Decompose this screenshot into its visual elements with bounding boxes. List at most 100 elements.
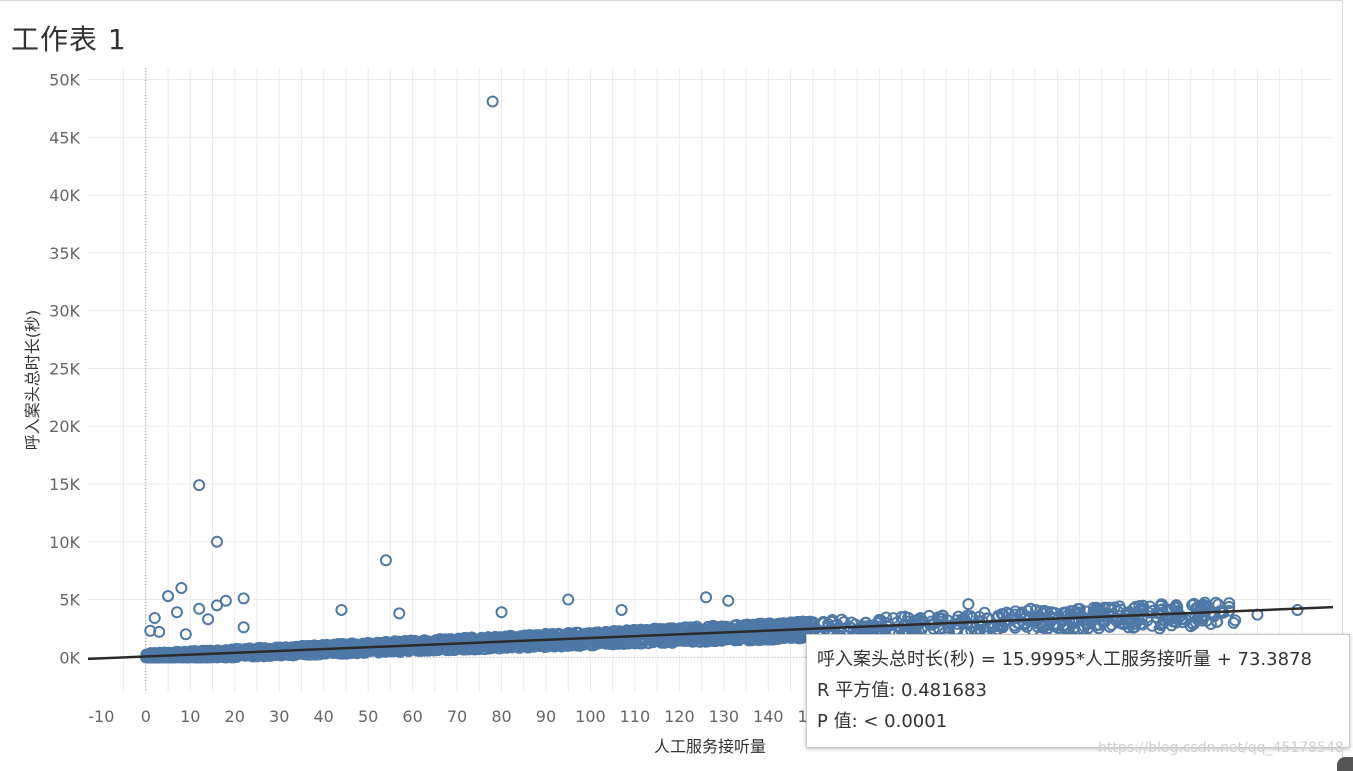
data-point bbox=[499, 632, 512, 645]
trend-line-group bbox=[87, 605, 1334, 661]
data-point bbox=[1166, 615, 1179, 628]
data-point bbox=[210, 535, 223, 548]
data-point bbox=[1131, 606, 1144, 619]
data-point bbox=[427, 635, 440, 648]
x-tick-label: 140 bbox=[753, 707, 784, 726]
data-point bbox=[486, 95, 499, 108]
data-point bbox=[1208, 608, 1221, 621]
scroll-corner bbox=[1337, 757, 1353, 771]
x-tick-label: 100 bbox=[575, 707, 606, 726]
data-point bbox=[251, 642, 264, 655]
y-tick-label: 50K bbox=[49, 71, 80, 90]
y-tick-label: 5K bbox=[59, 591, 80, 610]
data-point bbox=[635, 631, 648, 644]
data-point bbox=[259, 642, 272, 655]
data-point bbox=[692, 635, 705, 648]
data-point bbox=[1122, 621, 1135, 634]
data-point bbox=[1146, 619, 1159, 632]
y-tick-label: 25K bbox=[49, 359, 80, 378]
data-point bbox=[962, 598, 975, 611]
data-point bbox=[480, 633, 493, 646]
data-point bbox=[465, 640, 478, 653]
data-point bbox=[379, 554, 392, 567]
data-point bbox=[184, 651, 197, 664]
data-point bbox=[175, 582, 188, 594]
data-point bbox=[1198, 596, 1211, 609]
data-point bbox=[358, 638, 371, 651]
y-tick-label: 0K bbox=[59, 648, 80, 667]
data-point bbox=[1127, 621, 1140, 634]
x-tick-label: 30 bbox=[269, 707, 289, 726]
data-point bbox=[219, 594, 232, 607]
data-point bbox=[1153, 622, 1166, 635]
data-point bbox=[562, 593, 575, 606]
y-tick-label: 40K bbox=[49, 186, 80, 205]
data-point bbox=[144, 624, 157, 637]
data-point bbox=[697, 625, 710, 638]
data-point bbox=[1064, 605, 1077, 618]
data-point bbox=[1184, 620, 1197, 633]
data-point bbox=[722, 594, 735, 607]
data-point bbox=[1087, 601, 1100, 614]
x-tick-label: 10 bbox=[180, 707, 200, 726]
data-point bbox=[1210, 615, 1223, 628]
data-point bbox=[700, 591, 713, 604]
data-point bbox=[193, 479, 206, 492]
x-tick-label: 90 bbox=[536, 707, 556, 726]
y-axis-title: 呼入案头总时长(秒) bbox=[23, 310, 42, 451]
trend-line-tooltip: 呼入案头总时长(秒) = 15.9995*人工服务接听量 + 73.3878 R… bbox=[806, 634, 1350, 748]
data-point bbox=[495, 606, 508, 619]
data-point bbox=[229, 649, 242, 662]
data-point bbox=[202, 613, 215, 626]
data-point bbox=[685, 634, 698, 647]
data-point bbox=[1024, 602, 1037, 615]
data-point bbox=[550, 631, 563, 644]
data-point bbox=[708, 620, 721, 633]
data-point bbox=[237, 621, 250, 634]
tooltip-p-value: P 值: < 0.0001 bbox=[817, 711, 948, 732]
data-point bbox=[826, 614, 839, 627]
data-point bbox=[621, 632, 634, 645]
data-point bbox=[794, 630, 807, 643]
y-tick-label: 20K bbox=[49, 417, 80, 436]
data-point bbox=[146, 647, 159, 660]
x-tick-label: 130 bbox=[709, 707, 740, 726]
data-point bbox=[978, 606, 991, 619]
tooltip-equation: 呼入案头总时长(秒) = 15.9995*人工服务接听量 + 73.3878 bbox=[817, 649, 1312, 670]
data-point bbox=[1082, 617, 1095, 630]
data-points bbox=[139, 95, 1304, 664]
data-point bbox=[705, 624, 718, 637]
y-axis-ticks: 0K 5K 10K 15K 20K 25K 30K 35K 40K 45K 50K bbox=[49, 71, 80, 668]
y-tick-label: 45K bbox=[49, 128, 80, 147]
y-tick-label: 15K bbox=[49, 475, 80, 494]
data-point bbox=[583, 635, 596, 648]
data-point bbox=[335, 603, 348, 616]
data-point bbox=[393, 607, 406, 620]
tooltip-r-squared: R 平方值: 0.481683 bbox=[817, 680, 987, 701]
data-point bbox=[789, 630, 802, 643]
data-point bbox=[162, 647, 175, 660]
data-point bbox=[714, 630, 727, 643]
x-tick-label: 120 bbox=[664, 707, 695, 726]
data-point bbox=[1155, 598, 1168, 611]
data-point bbox=[1127, 602, 1140, 615]
data-point bbox=[1070, 614, 1083, 627]
data-point bbox=[610, 637, 623, 650]
data-point bbox=[237, 592, 250, 605]
data-point bbox=[1067, 622, 1080, 635]
data-point bbox=[1223, 597, 1236, 610]
x-axis-title: 人工服务接听量 bbox=[654, 737, 766, 756]
x-tick-label: 20 bbox=[225, 707, 245, 726]
x-tick-label: 110 bbox=[620, 707, 651, 726]
data-point bbox=[688, 624, 701, 637]
data-point bbox=[162, 590, 175, 603]
y-tick-label: 30K bbox=[49, 302, 80, 321]
data-point bbox=[148, 612, 161, 625]
data-point bbox=[576, 635, 589, 648]
x-tick-label: 40 bbox=[313, 707, 333, 726]
data-point bbox=[1045, 606, 1058, 619]
x-tick-label: 0 bbox=[141, 707, 151, 726]
data-point bbox=[615, 603, 628, 616]
